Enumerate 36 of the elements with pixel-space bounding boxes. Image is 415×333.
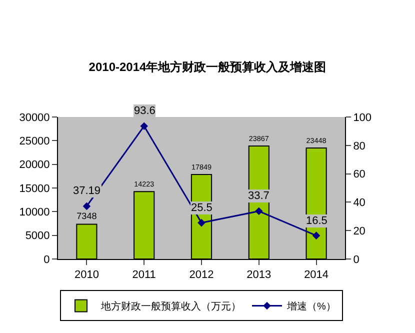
point [198,218,206,227]
y2-tick-label: 60 [353,168,366,181]
x-tick-label: 2010 [74,269,99,282]
x-tick-label: 2011 [132,269,156,282]
y-tick-label: 0 [44,254,50,266]
data-label: 7348 [76,210,97,221]
data-label: 23867 [248,134,269,144]
data-label: 93.6 [134,105,156,117]
point [312,232,320,240]
y2-tick-label: 80 [353,140,366,152]
y-tick-label: 10000 [19,206,50,219]
x-tick-label: 2013 [246,269,272,282]
data-label: 25.5 [191,202,212,214]
y-tick-label: 15000 [19,182,50,195]
x-tick-label: 2014 [304,269,329,282]
data-label: 16.5 [306,215,328,227]
legend-label: 增速（%） [286,300,336,313]
point [82,202,91,210]
y2-tick-label: 100 [353,112,372,124]
data-label: 23448 [306,136,326,146]
y-tick-label: 30000 [19,112,50,124]
y2-tick-label: 20 [353,225,366,238]
y-tick-label: 5000 [25,230,50,242]
legend-label: 地方财政一般预算收入（万元） [100,300,241,313]
data-label: 17849 [191,162,212,172]
chart-title: 2010-2014年地方财政一般预算收入及增速图 [88,60,326,74]
y2-tick-label: 0 [353,254,360,266]
point [255,207,263,216]
x-tick-label: 2012 [189,269,214,282]
y-tick-label: 20000 [19,159,50,172]
data-label: 33.7 [248,190,270,202]
y-tick-label: 25000 [19,136,50,148]
data-label: 37.19 [73,185,101,197]
point [140,122,148,130]
y2-tick-label: 40 [353,197,366,210]
data-label: 14223 [134,180,154,189]
